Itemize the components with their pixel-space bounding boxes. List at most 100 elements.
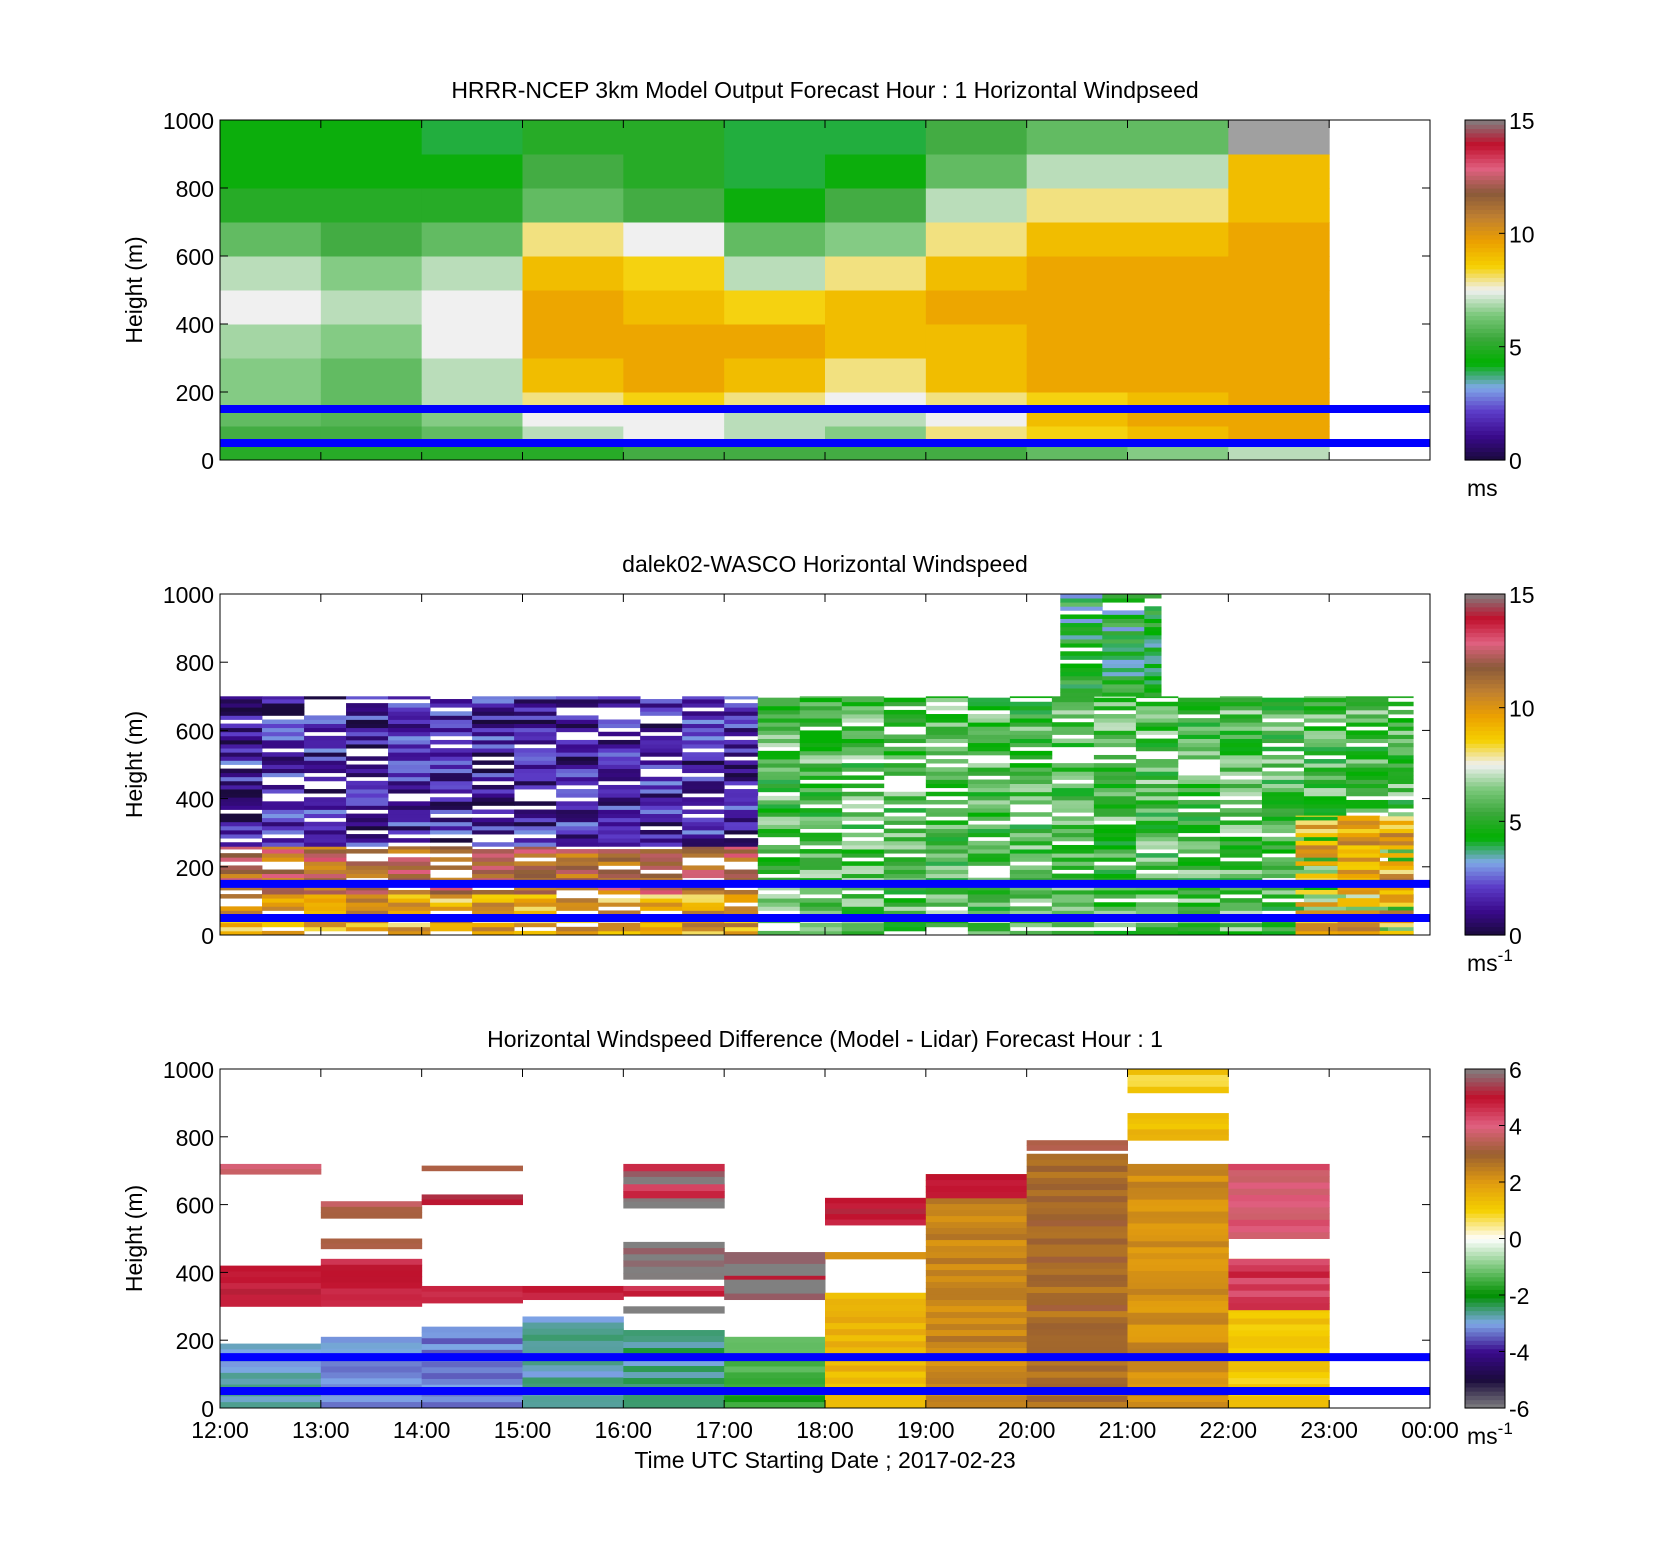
heatmap-cell — [1026, 290, 1128, 325]
difference-cell — [1026, 1268, 1128, 1276]
heatmap-cell — [598, 849, 641, 854]
heatmap-cell — [640, 834, 683, 839]
heatmap-cell — [1144, 594, 1162, 599]
heatmap-cell — [1060, 639, 1103, 644]
difference-cell — [925, 1174, 1028, 1181]
heatmap-cell — [1261, 783, 1305, 789]
heatmap-cell — [388, 930, 431, 936]
heatmap-cell — [682, 735, 725, 741]
difference-cell — [925, 1312, 1028, 1319]
heatmap-cell — [757, 857, 801, 862]
heatmap-cell — [220, 760, 263, 765]
heatmap-cell — [682, 764, 725, 769]
difference-cell — [724, 1281, 826, 1289]
heatmap-cell — [522, 290, 624, 325]
heatmap-cell — [1345, 754, 1389, 760]
heatmap-cell — [1261, 746, 1305, 752]
heatmap-cell — [841, 697, 885, 703]
heatmap-cell — [1051, 795, 1095, 801]
heatmap-cell — [640, 857, 683, 862]
heatmap-cell — [799, 898, 843, 903]
heatmap-cell — [724, 793, 759, 798]
heatmap-cell — [1177, 873, 1221, 879]
heatmap-cell — [346, 817, 389, 823]
colorbar-segment — [1465, 362, 1505, 368]
colorbar-segment — [1465, 764, 1505, 770]
heatmap-cell — [1177, 697, 1221, 703]
heatmap-cell — [724, 760, 759, 765]
heatmap-cell — [1303, 705, 1347, 711]
heatmap-cell — [388, 703, 431, 708]
colorbar-segment — [1465, 794, 1505, 800]
heatmap-cell — [925, 824, 969, 830]
heatmap-cell — [825, 290, 927, 325]
heatmap-cell — [304, 764, 347, 769]
colorbar-segment — [1465, 277, 1505, 283]
heatmap-cell — [304, 752, 347, 757]
difference-cell — [925, 1270, 1028, 1277]
colorbar-segment — [1465, 353, 1505, 359]
heatmap-cell — [1060, 655, 1103, 660]
heatmap-cell — [757, 783, 801, 789]
difference-cell — [623, 1266, 725, 1274]
heatmap-cell — [220, 703, 263, 708]
colorbar-segment — [1465, 1204, 1505, 1210]
heatmap-cell — [724, 849, 759, 854]
heatmap-cell — [388, 825, 431, 831]
heatmap-cell — [883, 906, 927, 911]
heatmap-cell — [556, 696, 599, 700]
heatmap-cell — [841, 696, 885, 699]
heatmap-cell — [430, 906, 473, 911]
heatmap-cell — [1303, 898, 1347, 903]
heatmap-cell — [841, 824, 885, 830]
heatmap-cell — [757, 701, 801, 707]
colorbar-segment — [1465, 154, 1505, 159]
heatmap-cell — [1345, 696, 1389, 699]
heatmap-cell — [757, 709, 801, 715]
heatmap-cell — [472, 889, 515, 895]
heatmap-cell — [346, 707, 389, 712]
heatmap-cell — [967, 767, 1011, 772]
heatmap-cell — [640, 821, 683, 827]
colorbar-segment — [1465, 341, 1505, 346]
heatmap-cell — [514, 922, 557, 928]
difference-cell — [522, 1383, 624, 1391]
colorbar-segment — [1465, 1297, 1505, 1303]
colorbar-segment — [1465, 858, 1505, 864]
difference-cell — [1026, 1232, 1128, 1239]
heatmap-cell — [841, 734, 885, 739]
heatmap-cell — [883, 754, 927, 760]
heatmap-cell — [1009, 726, 1053, 731]
colorbar-segment — [1465, 879, 1505, 885]
heatmap-cell — [1093, 853, 1137, 858]
heatmap-cell — [724, 739, 759, 745]
heatmap-cell — [556, 849, 599, 854]
difference-cell — [1026, 1140, 1128, 1146]
heatmap-cell — [346, 768, 389, 774]
heatmap-cell — [430, 784, 473, 790]
heatmap-cell — [757, 771, 801, 776]
heatmap-cell — [430, 805, 473, 810]
heatmap-cell — [1387, 906, 1414, 911]
difference-cell — [522, 1395, 624, 1403]
difference-cell — [925, 1402, 1028, 1409]
heatmap-cell — [724, 780, 759, 786]
heatmap-cell — [724, 711, 759, 716]
heatmap-cell — [682, 906, 725, 911]
difference-cell — [320, 1201, 423, 1208]
colorbar-segment — [1465, 273, 1505, 278]
difference-cell — [1228, 1207, 1330, 1215]
heatmap-cell — [1261, 734, 1305, 739]
heatmap-cell — [1219, 836, 1263, 842]
heatmap-cell — [220, 865, 263, 870]
heatmap-cell — [1387, 787, 1414, 793]
colorbar-segment — [1465, 1340, 1505, 1346]
heatmap-cell — [514, 861, 557, 866]
heatmap-cell — [472, 825, 515, 831]
heatmap-cell — [514, 784, 557, 790]
heatmap-cell — [623, 188, 725, 223]
difference-cell — [320, 1206, 423, 1214]
heatmap-cell — [1261, 795, 1305, 801]
heatmap-cell — [1303, 696, 1347, 699]
difference-cell — [1228, 1170, 1330, 1177]
